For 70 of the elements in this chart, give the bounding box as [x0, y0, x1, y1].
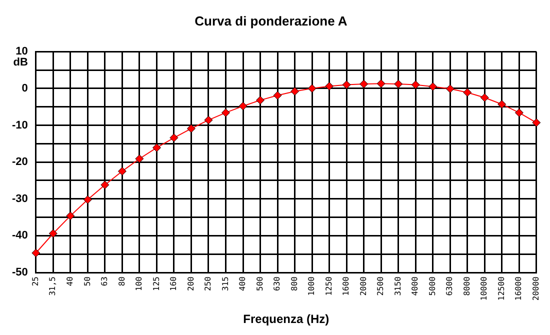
x-tick-label: 12500 [496, 276, 506, 301]
point [514, 108, 524, 117]
point [394, 80, 403, 88]
x-tick-label: 500 [255, 276, 264, 291]
point [238, 102, 248, 110]
point [100, 180, 110, 190]
x-tick-label: 8000 [462, 276, 472, 296]
x-tick-label: 1250 [324, 276, 334, 296]
point [48, 229, 58, 238]
x-tick-label: 200 [186, 276, 196, 291]
x-tick-label: 25 [30, 276, 40, 286]
y-tick-label: -40 [12, 230, 28, 242]
x-tick-label: 800 [290, 276, 299, 291]
y-tick-label: -10 [12, 119, 28, 132]
x-tick-label: 160 [169, 276, 178, 291]
y-axis-title: dB [13, 56, 28, 69]
x-tick-label: 4000 [410, 276, 420, 296]
x-tick-label: 10000 [480, 276, 489, 301]
point [152, 143, 161, 152]
point [342, 80, 351, 89]
chart-title: Curva di ponderazione A [194, 13, 348, 28]
x-tick-label: 20000 [531, 276, 540, 301]
point [83, 195, 92, 204]
x-tick-label: 50 [82, 276, 92, 286]
point [32, 248, 40, 258]
point [463, 88, 472, 97]
point [498, 100, 506, 108]
y-tick-label: -20 [12, 156, 28, 168]
point [170, 134, 178, 142]
x-tick-label: 400 [238, 276, 248, 291]
point [290, 87, 300, 96]
x-tick-label: 6300 [445, 276, 454, 296]
point [376, 79, 386, 88]
point [411, 80, 420, 89]
x-axis-title: Frequenza (Hz) [243, 312, 330, 326]
point [325, 82, 334, 90]
x-tick-label: 125 [152, 276, 161, 291]
x-tick-label: 100 [134, 276, 144, 291]
point [186, 124, 196, 133]
point [532, 118, 541, 127]
x-tick-label: 315 [220, 276, 230, 291]
y-tick-label: 10 [16, 46, 28, 58]
point [308, 84, 316, 93]
point [118, 167, 126, 176]
point [204, 116, 213, 124]
point [273, 91, 282, 100]
y-tick-label: 0 [22, 82, 28, 94]
point [256, 96, 265, 104]
x-tick-label: 5000 [428, 276, 437, 296]
x-tick-label: 63 [100, 276, 110, 286]
x-tick-label: 16000 [514, 276, 524, 301]
point [135, 154, 144, 163]
x-tick-label: 40 [65, 276, 74, 286]
point [221, 108, 230, 117]
x-tick-label: 80 [117, 276, 126, 286]
y-tick-label: -50 [12, 266, 28, 279]
x-tick-label: 1000 [307, 276, 316, 296]
point [66, 212, 75, 220]
x-tick-label: 2500 [376, 276, 386, 296]
point [360, 80, 368, 88]
x-tick-label: 3150 [393, 276, 402, 296]
x-tick-label: 630 [272, 276, 282, 291]
x-tick-label: 250 [204, 276, 213, 291]
x-tick-label: 31,5 [48, 276, 58, 296]
x-tick-label: 1600 [342, 276, 351, 296]
y-tick-label: -30 [12, 192, 28, 205]
point [446, 84, 454, 94]
x-tick-label: 2000 [358, 276, 368, 296]
point [428, 82, 438, 91]
point [480, 93, 489, 102]
